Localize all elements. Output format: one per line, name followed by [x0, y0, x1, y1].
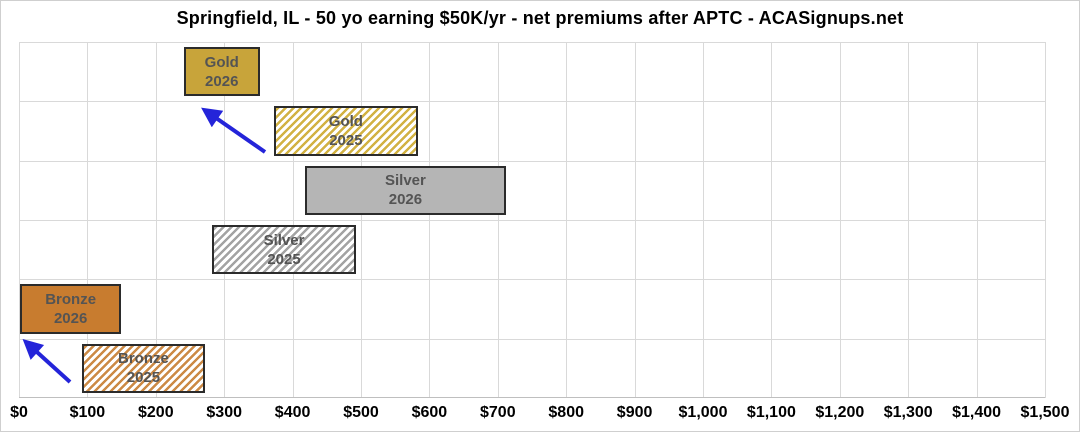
- bar-label-year: 2025: [126, 369, 161, 387]
- bar-bronze-2026: Bronze 2026: [20, 284, 121, 334]
- x-tick-label: $600: [411, 404, 448, 421]
- bar-gold-2025: Gold 2025: [274, 106, 418, 156]
- bar-label-year: 2025: [329, 131, 363, 149]
- bar-label-metal: Gold: [328, 112, 363, 130]
- x-tick-label: $100: [69, 404, 106, 421]
- x-tick-label: $1,400: [952, 404, 1002, 421]
- x-tick-label: $1,000: [678, 404, 728, 421]
- x-tick-label: $700: [480, 404, 516, 421]
- gridline-horizontal: [19, 279, 1045, 280]
- bar-label-year: 2026: [205, 72, 239, 90]
- x-axis: $0 $100 $200 $300 $400 $500 $600 $700 $800 $900 $1…: [1, 399, 1079, 429]
- x-tick-label: $1,200: [815, 404, 865, 421]
- x-tick-label: $1,300: [883, 404, 933, 421]
- plot-area: Gold 2026 Gold 2025 Silver 2026 Silver 2025 Bron…: [19, 42, 1046, 398]
- gridline-horizontal: [19, 161, 1045, 162]
- gridline-horizontal: [19, 339, 1045, 340]
- gridline-horizontal: [19, 101, 1045, 102]
- bar-label-metal: Gold: [204, 53, 239, 71]
- gridline-horizontal: [19, 42, 1045, 43]
- gridline-vertical: [1045, 42, 1046, 398]
- bar-gold-2026: Gold 2026: [183, 47, 260, 97]
- bar-label-year: 2025: [267, 250, 301, 268]
- x-tick-label: $500: [343, 404, 379, 421]
- x-tick-label: $200: [138, 404, 174, 421]
- x-tick-label: $300: [206, 404, 242, 421]
- x-tick-label: $900: [616, 404, 653, 421]
- x-tick-label: $1,100: [746, 404, 796, 421]
- bar-label-year: 2026: [53, 309, 88, 327]
- bar-label-metal: Bronze: [45, 290, 97, 308]
- bar-bronze-2025: Bronze 2025: [81, 343, 205, 393]
- bar-label-metal: Bronze: [118, 350, 169, 368]
- x-tick-label: $1,500: [1020, 404, 1070, 421]
- x-tick-label: $800: [548, 404, 584, 421]
- x-tick-label: $400: [274, 404, 311, 421]
- chart-title: Springfield, IL - 50 yo earning $50K/yr …: [176, 8, 904, 28]
- x-axis-line: [19, 397, 1045, 398]
- bar-label-metal: Silver: [263, 231, 305, 249]
- bar-label-metal: Silver: [385, 172, 426, 190]
- bar-label-year: 2026: [388, 191, 423, 209]
- x-tick-label: $0: [10, 404, 28, 421]
- bar-silver-2025: Silver 2025: [211, 225, 357, 275]
- gridline-horizontal: [19, 220, 1045, 221]
- bar-silver-2026: Silver 2026: [304, 165, 506, 215]
